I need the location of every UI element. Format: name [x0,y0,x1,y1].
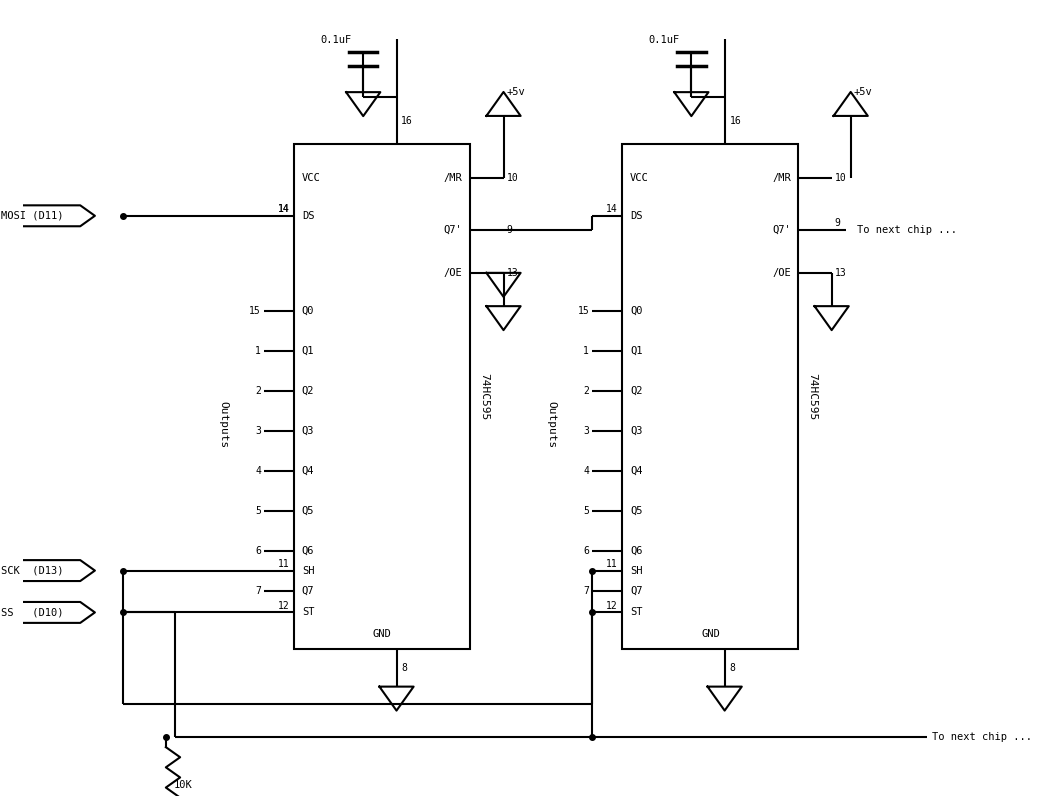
Text: Q7: Q7 [302,586,314,595]
Text: 16: 16 [401,115,413,126]
Text: ST: ST [302,607,314,618]
Text: 74HC595: 74HC595 [808,373,817,420]
Text: Q3: Q3 [302,426,314,435]
Text: Q6: Q6 [302,545,314,556]
Text: /OE: /OE [772,268,791,278]
Text: +5v: +5v [727,0,746,2]
Text: Q5: Q5 [302,505,314,516]
Text: 2: 2 [255,386,261,396]
Text: 6: 6 [255,545,261,556]
Text: 12: 12 [278,601,289,611]
Text: SH: SH [630,566,642,576]
Text: 14: 14 [606,204,617,214]
Text: 15: 15 [577,306,589,316]
Text: 2: 2 [584,386,589,396]
Text: SS   (D10): SS (D10) [1,607,64,618]
Text: Q1: Q1 [302,345,314,356]
Text: 1: 1 [255,345,261,356]
Text: 4: 4 [584,466,589,476]
Text: Q0: Q0 [302,306,314,316]
Text: GND: GND [701,630,720,639]
Text: 10: 10 [506,173,518,183]
Text: 74HC595: 74HC595 [480,373,489,420]
Text: Q7': Q7' [772,225,791,235]
Text: Q4: Q4 [630,466,642,476]
Text: 14: 14 [278,204,289,214]
Text: 7: 7 [584,586,589,595]
Text: SCK  (D13): SCK (D13) [1,566,64,576]
Text: 1: 1 [584,345,589,356]
Text: 6: 6 [584,545,589,556]
Text: Q2: Q2 [630,386,642,396]
Text: +5v: +5v [399,0,418,2]
Text: 13: 13 [506,268,518,278]
Text: Q0: Q0 [630,306,642,316]
Text: Q1: Q1 [630,345,642,356]
Text: 9: 9 [506,225,512,235]
Text: 5: 5 [255,505,261,516]
Text: VCC: VCC [630,173,649,183]
Text: Outputs: Outputs [218,401,227,449]
Text: 13: 13 [834,268,847,278]
Text: +5v: +5v [853,87,872,97]
Text: 9: 9 [834,218,840,228]
Text: /MR: /MR [444,173,462,183]
Text: 8: 8 [729,662,736,673]
Text: 11: 11 [606,559,617,569]
Text: Q6: Q6 [630,545,642,556]
Text: /MR: /MR [772,173,791,183]
Text: ST: ST [630,607,642,618]
Text: Q5: Q5 [630,505,642,516]
Text: Outputs: Outputs [546,401,556,449]
Text: 3: 3 [255,426,261,435]
Text: DS: DS [630,211,642,220]
Text: 12: 12 [606,601,617,611]
Bar [294,144,471,649]
Text: 3: 3 [584,426,589,435]
Text: SH: SH [302,566,314,576]
Text: 11: 11 [278,559,289,569]
Text: GND: GND [373,630,392,639]
Text: 15: 15 [249,306,261,316]
Text: 7: 7 [255,586,261,595]
Text: +5v: +5v [506,87,525,97]
Text: 0.1uF: 0.1uF [649,35,680,45]
Text: Q7: Q7 [630,586,642,595]
Text: 16: 16 [729,115,741,126]
Text: 10: 10 [834,173,847,183]
Text: 14: 14 [278,204,289,214]
Text: 0.1uF: 0.1uF [321,35,352,45]
Text: /OE: /OE [444,268,462,278]
Text: 4: 4 [255,466,261,476]
Text: DS: DS [302,211,314,220]
Text: 10K: 10K [174,779,192,790]
Text: To next chip ...: To next chip ... [857,225,957,235]
Text: Q3: Q3 [630,426,642,435]
Bar [623,144,799,649]
Text: 5: 5 [584,505,589,516]
Text: VCC: VCC [302,173,321,183]
Text: Q7': Q7' [444,225,462,235]
Text: Q4: Q4 [302,466,314,476]
Text: To next chip ...: To next chip ... [932,732,1031,742]
Text: Q2: Q2 [302,386,314,396]
Text: MOSI (D11): MOSI (D11) [1,211,64,220]
Text: 8: 8 [401,662,407,673]
